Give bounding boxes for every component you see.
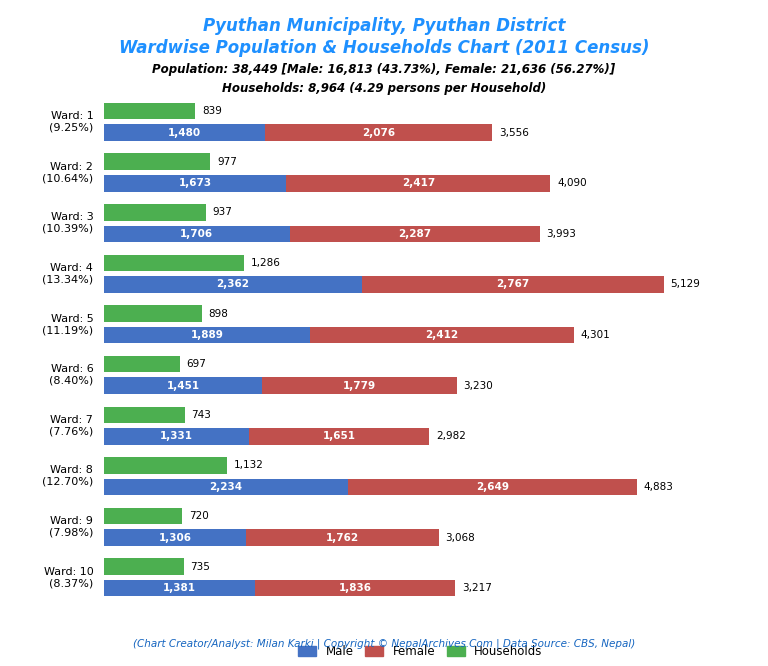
Text: 720: 720: [189, 511, 209, 521]
Bar: [104, 378, 262, 394]
Text: 3,217: 3,217: [462, 583, 492, 593]
Text: 3,993: 3,993: [547, 229, 576, 239]
Bar: [104, 356, 180, 372]
Text: 2,412: 2,412: [425, 330, 458, 340]
Text: 2,362: 2,362: [217, 280, 249, 290]
Bar: [104, 125, 266, 141]
Text: 937: 937: [213, 207, 233, 217]
Text: 1,762: 1,762: [326, 533, 359, 543]
Text: 839: 839: [202, 106, 222, 116]
Text: 2,234: 2,234: [209, 482, 242, 492]
Bar: [104, 457, 227, 474]
Text: 1,836: 1,836: [339, 583, 371, 593]
Bar: [104, 580, 254, 597]
Bar: [247, 529, 439, 546]
Bar: [104, 406, 185, 423]
Bar: [290, 226, 540, 242]
Text: 1,451: 1,451: [167, 381, 200, 391]
Bar: [104, 529, 247, 546]
Bar: [310, 327, 574, 344]
Text: 1,651: 1,651: [323, 432, 356, 442]
Text: 1,381: 1,381: [163, 583, 196, 593]
Text: 1,306: 1,306: [158, 533, 191, 543]
Bar: [104, 175, 286, 192]
Text: 1,706: 1,706: [180, 229, 214, 239]
Text: Households: 8,964 (4.29 persons per Household): Households: 8,964 (4.29 persons per Hous…: [222, 82, 546, 95]
Bar: [104, 327, 310, 344]
Bar: [104, 103, 195, 119]
Text: 2,767: 2,767: [496, 280, 529, 290]
Text: 2,287: 2,287: [399, 229, 432, 239]
Bar: [262, 378, 456, 394]
Text: 3,556: 3,556: [498, 128, 528, 138]
Text: 1,889: 1,889: [190, 330, 223, 340]
Bar: [104, 479, 348, 496]
Bar: [104, 428, 249, 445]
Text: 898: 898: [208, 308, 228, 318]
Text: 3,068: 3,068: [445, 533, 475, 543]
Text: 2,076: 2,076: [362, 128, 396, 138]
Bar: [104, 305, 202, 322]
Bar: [249, 428, 429, 445]
Text: Population: 38,449 [Male: 16,813 (43.73%), Female: 21,636 (56.27%)]: Population: 38,449 [Male: 16,813 (43.73%…: [152, 63, 616, 77]
Text: 2,417: 2,417: [402, 178, 435, 188]
Text: 5,129: 5,129: [670, 280, 700, 290]
Text: 1,331: 1,331: [160, 432, 193, 442]
Text: 1,673: 1,673: [178, 178, 212, 188]
Text: Pyuthan Municipality, Pyuthan District: Pyuthan Municipality, Pyuthan District: [203, 17, 565, 35]
Text: 2,649: 2,649: [476, 482, 509, 492]
Bar: [104, 226, 290, 242]
Text: 4,883: 4,883: [644, 482, 674, 492]
Bar: [104, 204, 206, 220]
Bar: [286, 175, 551, 192]
Text: 735: 735: [190, 561, 210, 571]
Bar: [266, 125, 492, 141]
Bar: [362, 276, 664, 293]
Text: (Chart Creator/Analyst: Milan Karki | Copyright © NepalArchives.Com | Data Sourc: (Chart Creator/Analyst: Milan Karki | Co…: [133, 639, 635, 649]
Text: 1,779: 1,779: [343, 381, 376, 391]
Text: 977: 977: [217, 157, 237, 166]
Bar: [104, 558, 184, 575]
Bar: [104, 276, 362, 293]
Text: 2,982: 2,982: [436, 432, 466, 442]
Bar: [254, 580, 455, 597]
Bar: [104, 153, 210, 170]
Bar: [348, 479, 637, 496]
Text: 1,286: 1,286: [250, 258, 280, 268]
Text: 3,230: 3,230: [463, 381, 493, 391]
Text: 1,132: 1,132: [234, 460, 263, 470]
Text: 4,090: 4,090: [557, 178, 587, 188]
Text: 4,301: 4,301: [580, 330, 610, 340]
Text: 1,480: 1,480: [168, 128, 201, 138]
Text: Wardwise Population & Households Chart (2011 Census): Wardwise Population & Households Chart (…: [119, 39, 649, 57]
Bar: [104, 254, 244, 271]
Text: 743: 743: [191, 410, 211, 420]
Legend: Male, Female, Households: Male, Female, Households: [293, 640, 548, 663]
Bar: [104, 507, 182, 524]
Text: 697: 697: [187, 359, 207, 369]
